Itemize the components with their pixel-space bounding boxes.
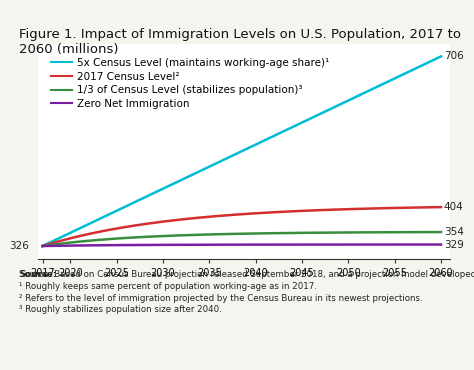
Text: 326: 326 [9,241,28,251]
Text: Figure 1. Impact of Immigration Levels on U.S. Population, 2017 to 2060 (million: Figure 1. Impact of Immigration Levels o… [19,28,461,56]
Text: 404: 404 [444,202,464,212]
Text: 354: 354 [444,227,464,237]
Text: 706: 706 [444,51,464,61]
Text: Source: Based on Census Bureau projection released September 2018, and a project: Source: Based on Census Bureau projectio… [19,270,474,314]
Text: 329: 329 [444,239,464,249]
Text: Source:: Source: [19,270,56,279]
Legend: 5x Census Level (maintains working-age share)¹, 2017 Census Level², 1/3 of Censu: 5x Census Level (maintains working-age s… [47,54,334,113]
